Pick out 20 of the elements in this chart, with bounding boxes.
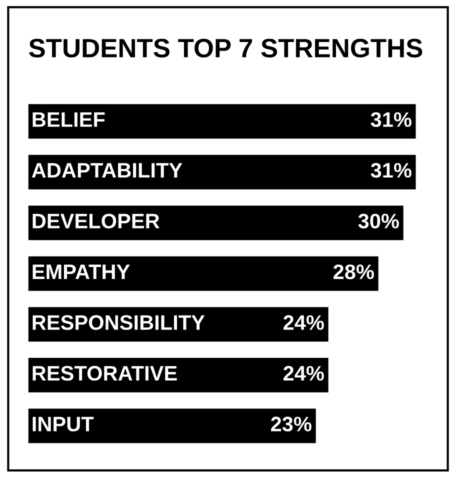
y-tick-label: INPUT	[32, 416, 94, 432]
data-label: 31%	[370, 162, 412, 178]
data-label: 28%	[334, 264, 374, 280]
bar	[28, 154, 416, 190]
y-tick-label: BELIEF	[32, 112, 105, 127]
bar	[28, 206, 404, 240]
data-label: 23%	[270, 416, 312, 432]
chart-title: STUDENTS TOP 7 STRENGTHS	[29, 38, 422, 58]
bar	[28, 104, 416, 139]
data-label: 24%	[284, 315, 324, 330]
y-tick-label: RESPONSIBILITY	[32, 315, 205, 330]
y-tick-label: ADAPTABILITY	[32, 163, 182, 178]
bar	[28, 256, 378, 291]
y-tick-label: EMPATHY	[32, 264, 130, 279]
data-label: 31%	[370, 112, 412, 127]
data-label: 24%	[284, 366, 324, 381]
bar	[28, 408, 316, 444]
y-tick-label: DEVELOPER	[32, 214, 160, 228]
data-label: 30%	[358, 214, 399, 228]
y-tick-label: RESTORATIVE	[32, 366, 177, 381]
